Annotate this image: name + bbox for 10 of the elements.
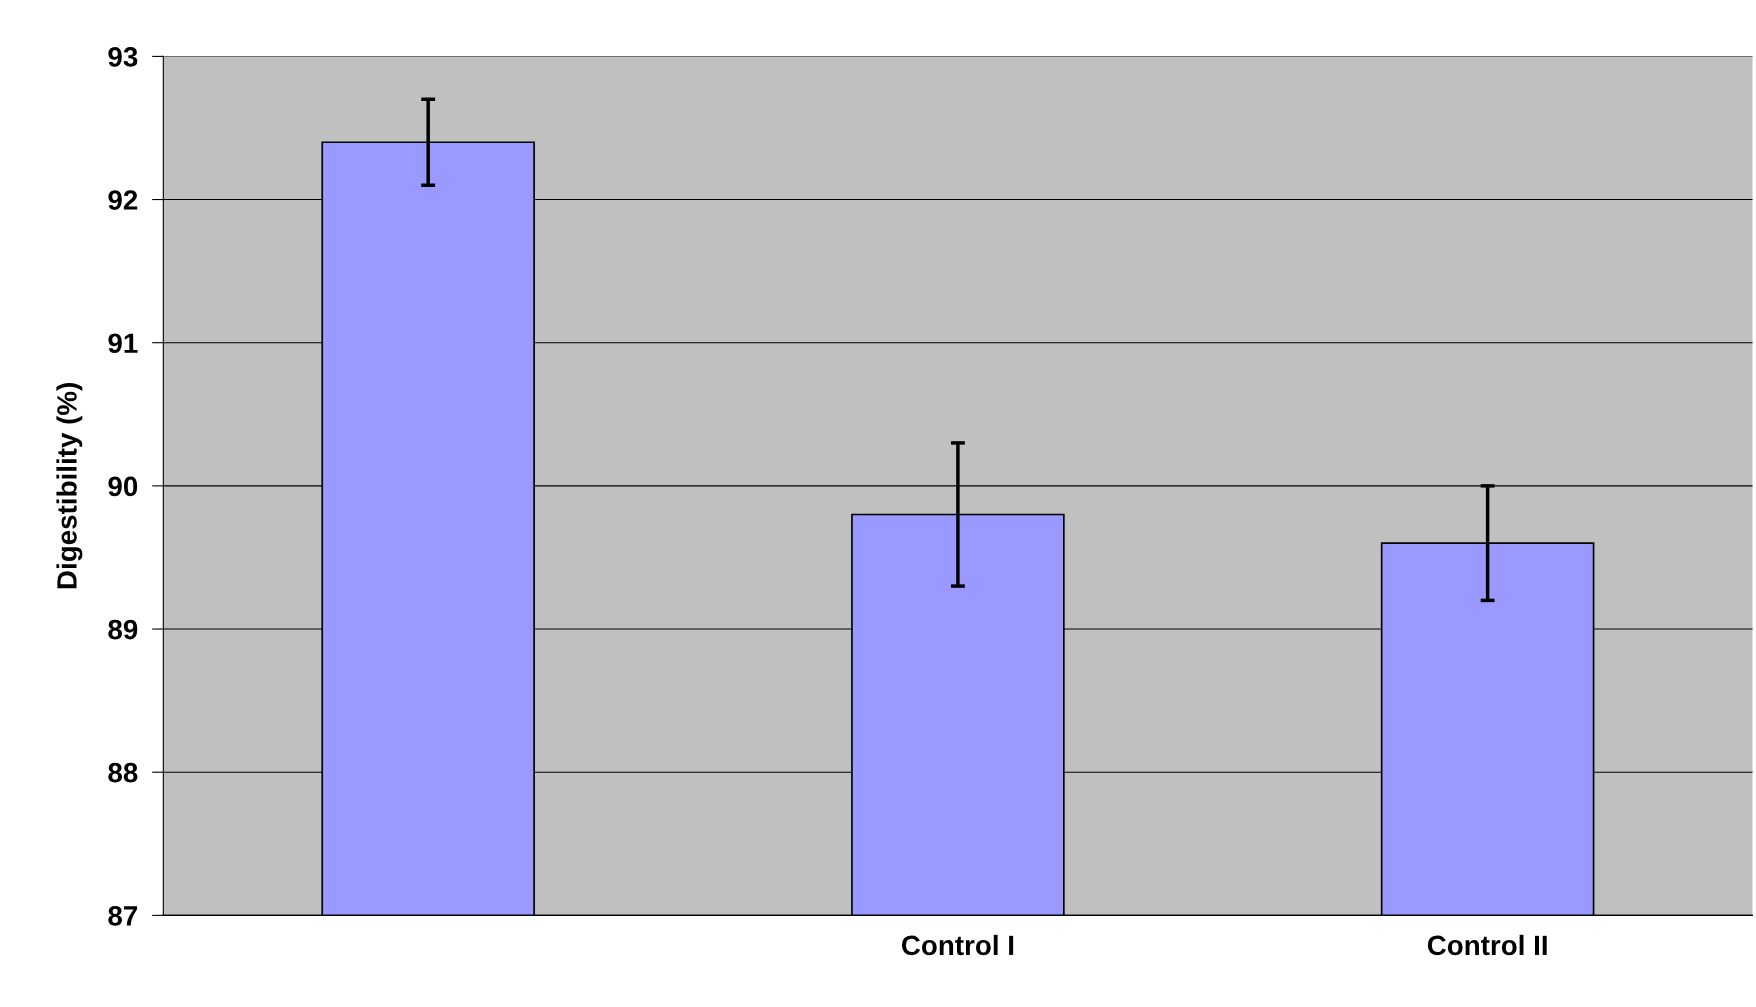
y-tick-label: 92: [108, 190, 138, 210]
y-axis-title: Digestibility (%): [56, 383, 83, 589]
y-tick-label: 88: [108, 762, 138, 783]
y-tick-label: 91: [108, 333, 138, 354]
y-tick-label: 87: [108, 906, 138, 926]
x-tick-label: Control I: [901, 934, 1014, 956]
y-tick-label: 90: [108, 476, 138, 497]
y-tick-label: 93: [108, 47, 138, 67]
x-tick-label: Control II: [1427, 934, 1547, 956]
y-tick-label: 89: [108, 619, 138, 640]
